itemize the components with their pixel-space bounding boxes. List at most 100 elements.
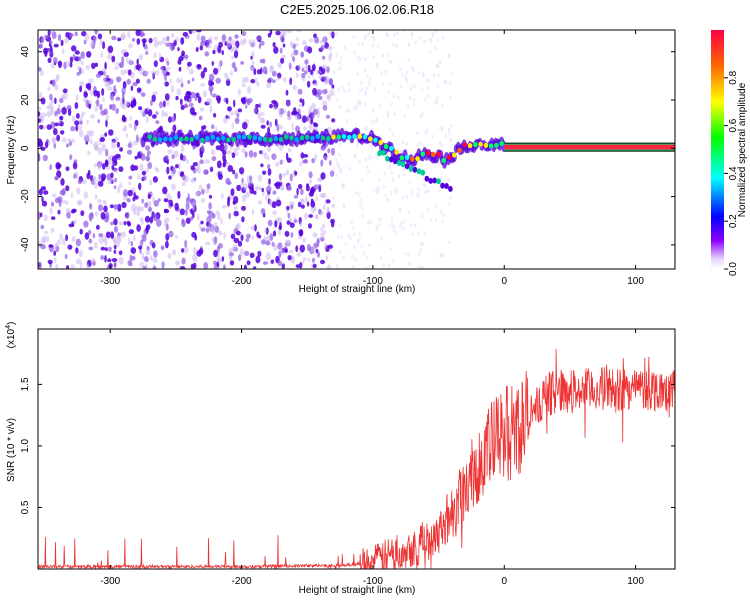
noise-dot [196,250,202,257]
noise-dot [149,255,153,261]
noise-dot [189,216,194,221]
noise-dot [373,87,377,92]
spectrogram-x-tick-label: 100 [627,276,644,287]
noise-dot [363,57,367,61]
noise-dot [396,95,400,100]
noise-dot [297,88,303,95]
noise-dot [280,57,285,64]
noise-dot [192,111,197,116]
noise-dot [126,55,129,64]
noise-dot [323,76,327,82]
noise-dot [449,96,452,101]
noise-dot [155,111,159,115]
noise-dot [165,193,171,199]
noise-dot [152,257,158,263]
noise-dot [79,85,83,93]
spectrogram-y-tick-label: -40 [20,237,31,252]
noise-dot [366,73,369,78]
noise-dot [204,241,211,246]
noise-dot [174,202,179,211]
noise-dot [329,79,333,86]
noise-dot [331,203,336,208]
noise-dot [357,101,361,105]
noise-dot [251,208,255,216]
noise-dot [404,75,407,80]
noise-dot [204,159,210,164]
noise-dot [426,207,430,212]
noise-dot [129,115,132,121]
noise-dot [246,175,250,183]
noise-dot [299,221,303,227]
noise-dot [241,31,247,37]
noise-dot [416,131,419,136]
noise-dot [342,255,346,260]
track-branch-dot [404,163,410,170]
noise-dot [365,255,368,260]
noise-dot [74,102,79,109]
noise-dot [190,91,196,99]
noise-dot [189,198,195,202]
track-core-dot [478,141,483,147]
noise-dot [134,155,138,160]
noise-dot [185,217,191,224]
noise-dot [153,60,158,68]
noise-dot [441,126,444,131]
noise-dot [248,181,253,187]
noise-dot [444,80,447,84]
spectrogram-y-tick-label: -20 [20,189,31,204]
noise-dot [308,109,312,115]
noise-dot [179,78,184,85]
noise-dot [84,232,90,240]
noise-dot [328,30,332,37]
noise-dot [90,114,95,119]
noise-dot [250,39,256,47]
noise-dot [370,119,374,124]
noise-dot [403,114,407,119]
track-core-dot [278,136,284,143]
noise-dot [67,244,73,250]
noise-dot [217,45,222,54]
noise-dot [124,69,129,74]
noise-dot [54,243,57,251]
spectrogram-x-label: Height of straight line (km) [299,284,416,295]
noise-dot [99,104,103,111]
noise-dot [392,224,396,229]
noise-dot [171,154,175,160]
track-core-dot [373,137,378,143]
noise-dot [206,210,211,215]
noise-dot [138,245,143,250]
noise-dot [117,185,121,194]
noise-dot [198,115,203,121]
noise-dot [187,193,190,201]
noise-dot [58,119,62,124]
noise-dot [267,156,270,161]
track-core-dot [499,140,504,146]
noise-dot [93,37,96,46]
noise-dot [265,185,272,193]
noise-dot [340,167,343,172]
noise-dot [401,140,405,145]
noise-dot [441,253,445,258]
noise-dot [295,125,300,133]
noise-dot [419,247,422,252]
noise-dot [152,176,158,183]
noise-dot [135,78,140,84]
track-core-dot [415,156,420,162]
noise-dot [325,255,329,261]
noise-dot [241,177,244,184]
noise-dot [111,165,115,170]
noise-dot [269,233,274,241]
noise-dot [387,263,391,268]
noise-dot [215,172,219,177]
noise-dot [266,81,271,89]
noise-dot [181,257,186,265]
track-core-dot [283,134,289,140]
noise-dot [220,192,224,200]
noise-dot [148,206,152,213]
noise-dot [106,264,110,269]
track-core-dot [199,137,205,143]
noise-dot [431,134,434,139]
noise-dot [356,143,359,148]
snr-multiplier-exp: 4 [5,325,12,329]
noise-dot [38,118,41,123]
